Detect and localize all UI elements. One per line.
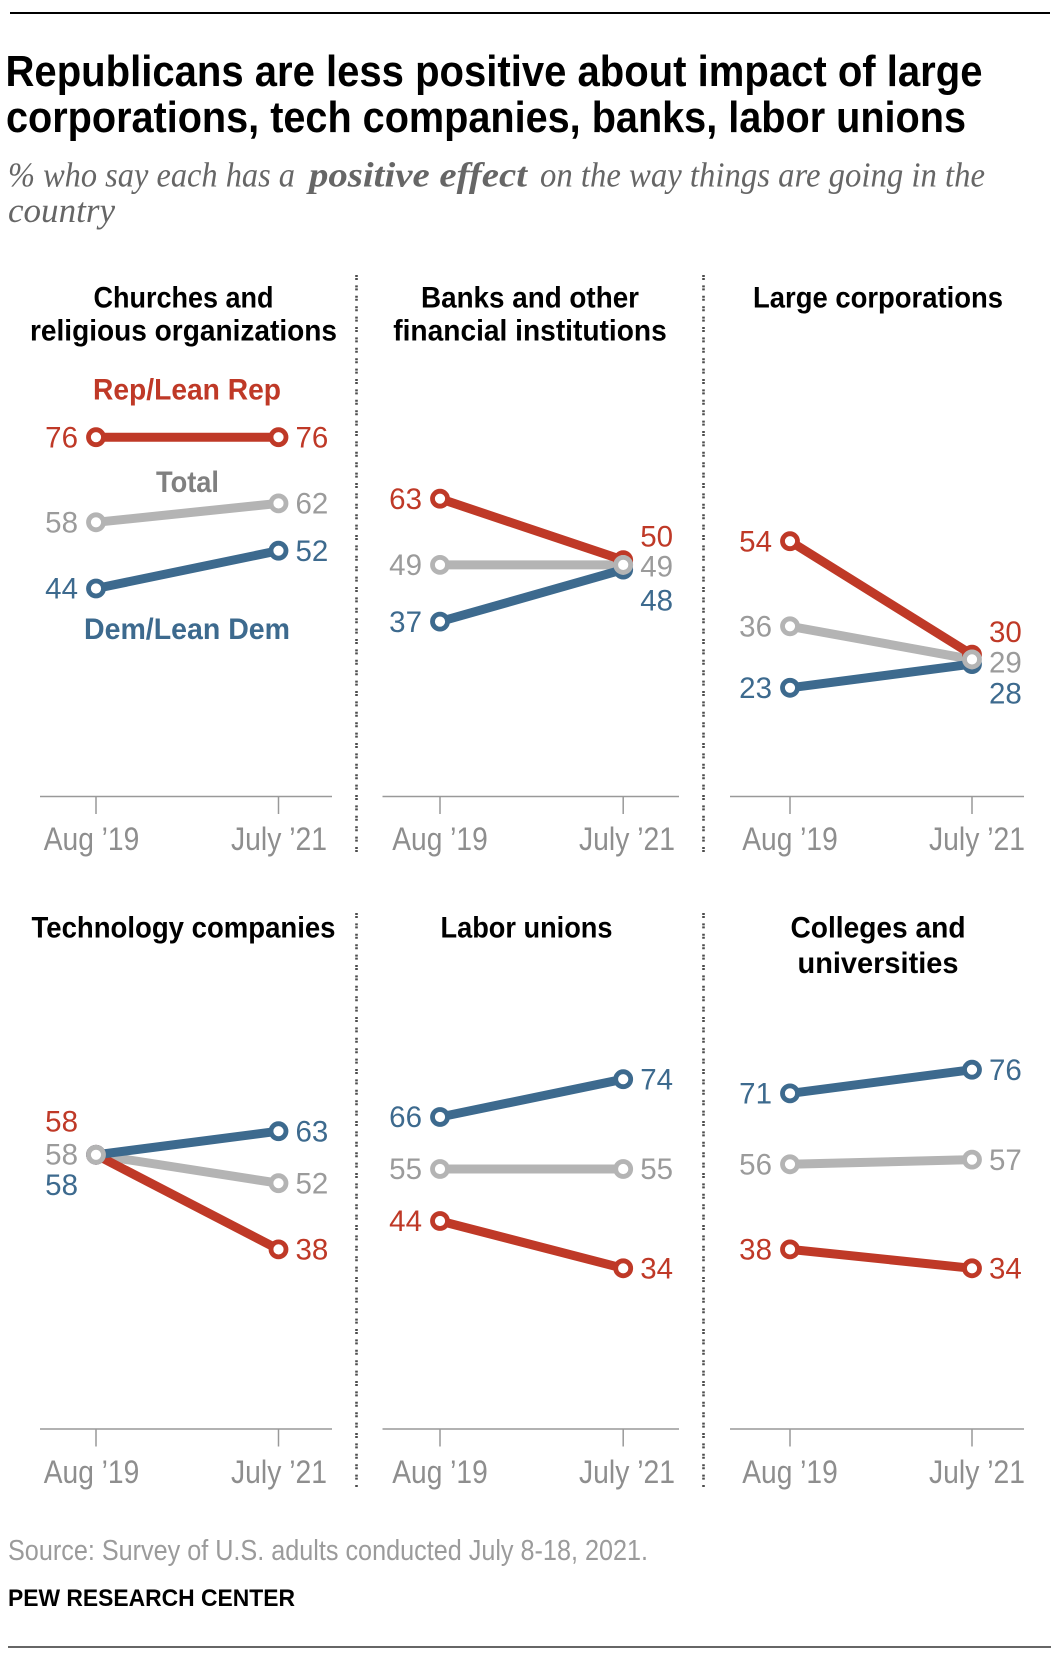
svg-text:71: 71	[739, 1078, 772, 1111]
svg-text:76: 76	[45, 421, 78, 454]
svg-text:58: 58	[45, 1169, 78, 1202]
svg-text:37: 37	[389, 606, 422, 639]
svg-text:49: 49	[640, 551, 673, 584]
svg-text:66: 66	[389, 1101, 422, 1134]
svg-text:Source: Survey of U.S. adults: Source: Survey of U.S. adults conducted …	[8, 1535, 648, 1567]
svg-text:Churches and: Churches and	[94, 282, 274, 315]
svg-text:Aug ’19: Aug ’19	[392, 1454, 488, 1490]
svg-text:Aug ’19: Aug ’19	[44, 1454, 140, 1490]
svg-text:religious organizations: religious organizations	[30, 315, 337, 348]
svg-text:63: 63	[296, 1115, 329, 1148]
svg-text:July ’21: July ’21	[579, 1454, 675, 1490]
svg-text:Republicans are less positive: Republicans are less positive about impa…	[6, 48, 983, 96]
svg-text:Colleges and: Colleges and	[791, 912, 966, 945]
svg-text:52: 52	[296, 535, 329, 568]
svg-text:30: 30	[989, 616, 1022, 649]
svg-text:76: 76	[989, 1054, 1022, 1087]
svg-text:country: country	[8, 191, 115, 230]
svg-text:49: 49	[389, 549, 422, 582]
svg-text:76: 76	[296, 421, 329, 454]
svg-text:58: 58	[45, 1138, 78, 1171]
svg-text:Banks and other: Banks and other	[421, 282, 639, 315]
svg-text:Dem/Lean Dem: Dem/Lean Dem	[84, 613, 290, 646]
svg-text:Labor unions: Labor unions	[441, 912, 613, 945]
svg-text:57: 57	[989, 1144, 1022, 1177]
svg-text:44: 44	[45, 573, 78, 606]
svg-text:58: 58	[45, 1106, 78, 1139]
svg-text:Aug ’19: Aug ’19	[44, 821, 140, 857]
svg-text:34: 34	[989, 1253, 1022, 1286]
svg-text:28: 28	[989, 678, 1022, 711]
svg-text:Total: Total	[156, 466, 219, 499]
svg-text:universities: universities	[798, 947, 959, 980]
svg-text:58: 58	[45, 507, 78, 540]
svg-text:38: 38	[739, 1234, 772, 1267]
svg-text:% who say each has a: % who say each has a	[8, 156, 295, 195]
svg-text:56: 56	[739, 1149, 772, 1182]
svg-text:48: 48	[640, 585, 673, 618]
svg-text:34: 34	[640, 1253, 673, 1286]
svg-text:52: 52	[296, 1167, 329, 1200]
svg-text:on the way things are going in: on the way things are going in the	[540, 156, 985, 195]
svg-text:63: 63	[389, 483, 422, 516]
svg-text:July ’21: July ’21	[231, 1454, 327, 1490]
svg-text:29: 29	[989, 647, 1022, 680]
svg-text:36: 36	[739, 611, 772, 644]
svg-text:23: 23	[739, 672, 772, 705]
svg-text:38: 38	[296, 1234, 329, 1267]
svg-text:July ’21: July ’21	[929, 821, 1025, 857]
svg-text:corporations, tech companies,: corporations, tech companies, banks, lab…	[6, 94, 966, 142]
svg-text:55: 55	[640, 1153, 673, 1186]
svg-text:62: 62	[296, 488, 329, 521]
svg-text:positive effect: positive effect	[306, 156, 529, 195]
svg-text:PEW RESEARCH CENTER: PEW RESEARCH CENTER	[8, 1585, 295, 1612]
svg-text:Large corporations: Large corporations	[753, 282, 1003, 315]
svg-text:July ’21: July ’21	[579, 821, 675, 857]
svg-text:74: 74	[640, 1063, 673, 1096]
svg-text:Aug ’19: Aug ’19	[742, 1454, 838, 1490]
svg-text:54: 54	[739, 525, 772, 558]
svg-text:Rep/Lean Rep: Rep/Lean Rep	[93, 373, 281, 406]
svg-text:July ’21: July ’21	[231, 821, 327, 857]
svg-text:50: 50	[640, 521, 673, 554]
svg-text:44: 44	[389, 1205, 422, 1238]
svg-text:Technology companies: Technology companies	[32, 912, 336, 945]
svg-text:financial institutions: financial institutions	[393, 315, 667, 348]
svg-text:Aug ’19: Aug ’19	[742, 821, 838, 857]
svg-text:Aug ’19: Aug ’19	[392, 821, 488, 857]
svg-text:July ’21: July ’21	[929, 1454, 1025, 1490]
svg-text:55: 55	[389, 1153, 422, 1186]
